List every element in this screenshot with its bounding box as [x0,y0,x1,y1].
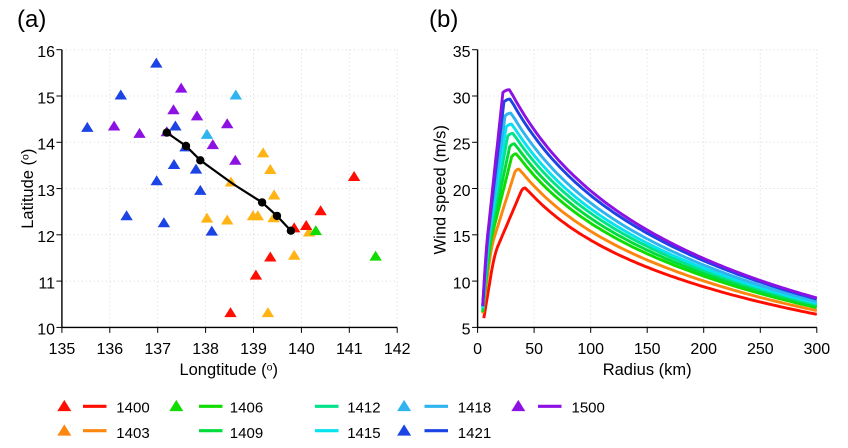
svg-text:(a): (a) [17,6,46,33]
svg-text:140: 140 [288,341,315,358]
svg-text:(b): (b) [429,6,458,33]
svg-text:Longtitude (o): Longtitude (o) [179,361,278,379]
svg-text:0: 0 [473,341,482,358]
svg-text:150: 150 [634,341,661,358]
svg-text:142: 142 [384,341,411,358]
svg-text:300: 300 [803,341,830,358]
svg-text:15: 15 [37,90,55,107]
svg-text:13: 13 [37,183,55,200]
svg-text:30: 30 [453,90,471,107]
svg-text:16: 16 [37,44,55,61]
svg-text:141: 141 [336,341,363,358]
svg-text:1418: 1418 [458,399,491,416]
svg-text:1412: 1412 [347,399,380,416]
svg-text:1421: 1421 [458,425,491,442]
svg-text:Radius (km): Radius (km) [603,361,692,379]
svg-text:5: 5 [462,322,471,339]
svg-text:15: 15 [453,229,471,246]
svg-text:250: 250 [747,341,774,358]
svg-text:35: 35 [453,44,471,61]
svg-text:1403: 1403 [116,425,149,442]
svg-text:12: 12 [37,229,55,246]
svg-text:138: 138 [192,341,219,358]
svg-text:137: 137 [144,341,171,358]
svg-text:135: 135 [49,341,76,358]
svg-text:136: 136 [96,341,123,358]
svg-text:14: 14 [37,137,55,154]
svg-text:Wind speed (m/s): Wind speed (m/s) [432,125,450,254]
svg-text:25: 25 [453,137,471,154]
svg-text:1406: 1406 [230,399,263,416]
svg-text:1500: 1500 [572,399,605,416]
svg-text:20: 20 [453,183,471,200]
svg-text:10: 10 [453,275,471,292]
svg-text:1409: 1409 [230,425,263,442]
svg-text:Latitude (o): Latitude (o) [19,149,37,229]
svg-text:100: 100 [577,341,604,358]
svg-text:1400: 1400 [116,399,149,416]
svg-text:1415: 1415 [347,425,380,442]
svg-text:11: 11 [38,275,55,292]
svg-text:50: 50 [525,341,543,358]
svg-text:139: 139 [240,341,267,358]
svg-text:10: 10 [37,322,55,339]
svg-text:200: 200 [690,341,717,358]
